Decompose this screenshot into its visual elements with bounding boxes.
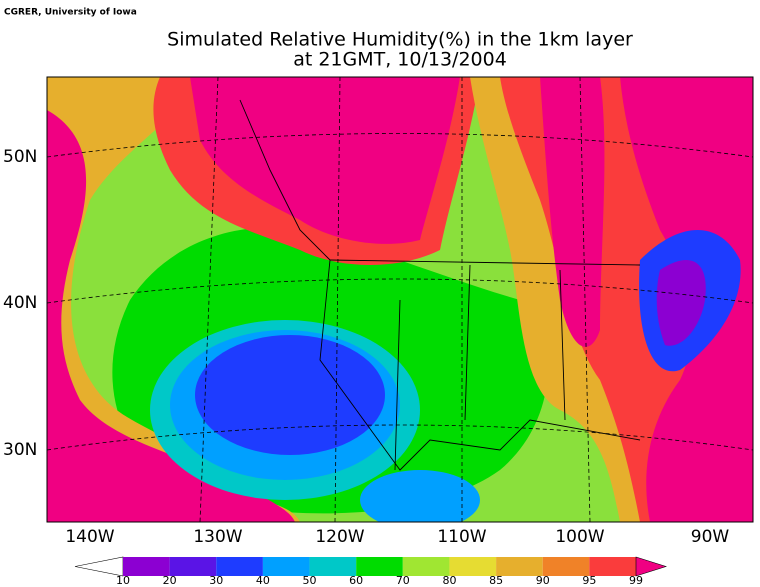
- colorbar-swatch: [402, 557, 450, 576]
- colorbar-swatch: [496, 557, 543, 576]
- lon-label: 100W: [555, 527, 604, 547]
- colorbar-swatch: [589, 557, 636, 576]
- colorbar-label: 10: [116, 574, 130, 587]
- lon-label: 130W: [193, 527, 242, 547]
- map-frame: [46, 76, 754, 523]
- lon-label: 110W: [437, 527, 486, 547]
- colorbar-label: 60: [349, 574, 363, 587]
- colorbar-swatch: [123, 557, 170, 576]
- colorbar-swatch: [542, 557, 590, 576]
- lon-label: 140W: [65, 527, 114, 547]
- colorbar-label: 20: [163, 574, 177, 587]
- colorbar: 10 20 30 40 50 60 70 80 85 90 95 99: [74, 556, 667, 587]
- humidity-field: [47, 77, 753, 522]
- credit: CGRER, University of Iowa: [4, 8, 137, 18]
- colorbar-swatch: [449, 557, 497, 576]
- lon-label: 90W: [691, 527, 730, 547]
- colorbar-swatch: [309, 557, 357, 576]
- colorbar-label: 50: [303, 574, 317, 587]
- colorbar-end: [635, 556, 667, 577]
- title-line: Simulated Relative Humidity(%) in the 1k…: [167, 29, 633, 51]
- colorbar-swatch: [216, 557, 263, 576]
- lat-label: 30N: [3, 440, 37, 460]
- lat-label: 50N: [3, 147, 37, 167]
- colorbar-swatch: [169, 557, 217, 576]
- lat-label: 40N: [3, 293, 37, 313]
- colorbar-label: 40: [256, 574, 270, 587]
- colorbar-label: 30: [209, 574, 223, 587]
- colorbar-swatch: [356, 557, 403, 576]
- colorbar-swatch: [262, 557, 310, 576]
- colorbar-label: 70: [396, 574, 410, 587]
- colorbar-label: 95: [582, 574, 596, 587]
- colorbar-label: 80: [442, 574, 456, 587]
- lon-label: 120W: [315, 527, 364, 547]
- colorbar-label: 85: [489, 574, 503, 587]
- title-line: at 21GMT, 10/13/2004: [293, 49, 507, 71]
- colorbar-label: 99: [629, 574, 643, 587]
- colorbar-label: 90: [536, 574, 550, 587]
